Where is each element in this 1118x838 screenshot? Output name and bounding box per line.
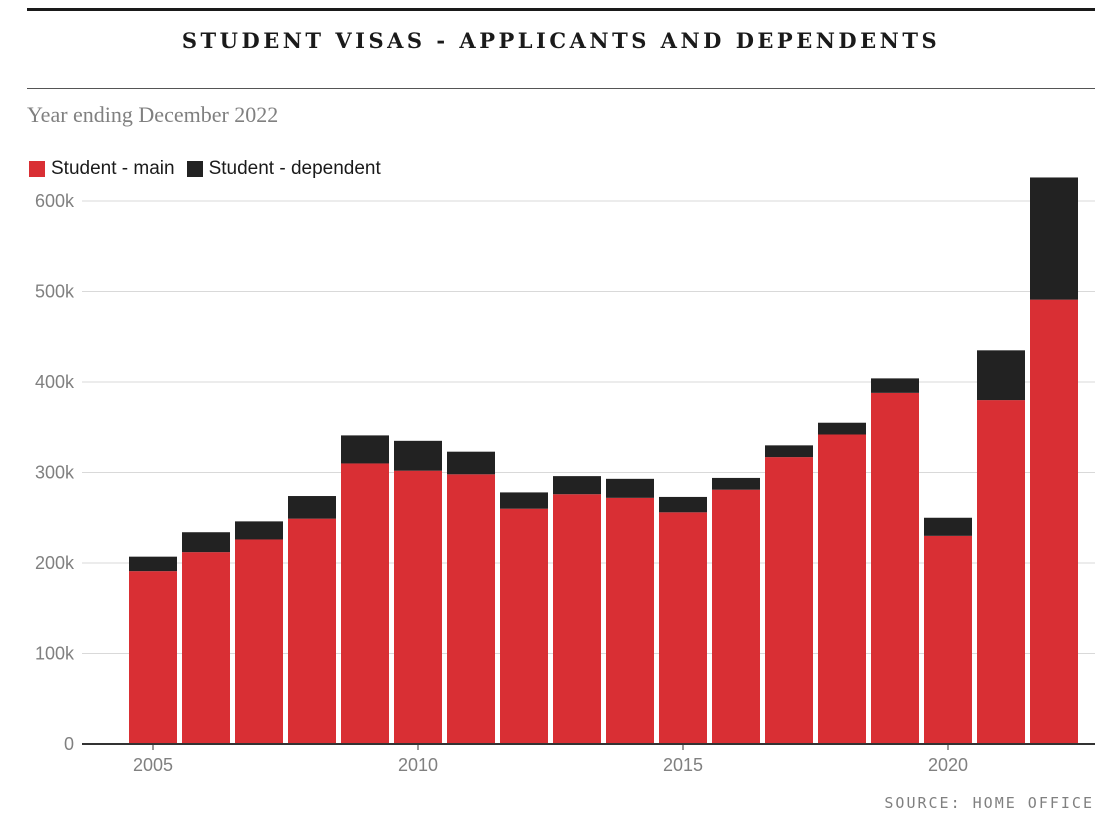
legend-label-main: Student - main: [51, 158, 175, 179]
bar-student-main: [235, 539, 283, 744]
chart-subtitle: Year ending December 2022: [27, 102, 279, 127]
bar-student-dependent: [977, 350, 1025, 401]
bar-student-main: [871, 392, 919, 744]
bar-student-main: [129, 571, 177, 744]
bar-student-dependent: [447, 451, 495, 475]
bar-student-dependent: [606, 478, 654, 498]
legend-swatch-main: [29, 161, 45, 177]
legend: Student - main Student - dependent: [29, 158, 393, 180]
x-tick-label: 2010: [398, 755, 438, 775]
bar-student-main: [553, 494, 601, 744]
bar-student-dependent: [341, 435, 389, 464]
bar-student-main: [341, 463, 389, 744]
bar-student-main: [606, 497, 654, 744]
y-tick-label: 300k: [35, 463, 75, 483]
bar-student-dependent: [500, 492, 548, 509]
legend-swatch-dependent: [186, 161, 203, 177]
y-tick-label: 0: [64, 734, 74, 754]
y-tick-label: 200k: [35, 553, 75, 573]
bar-student-dependent: [659, 496, 707, 513]
legend-label-dependent: Student - dependent: [208, 158, 381, 179]
bar-student-dependent: [712, 477, 760, 490]
bar-student-dependent: [871, 378, 919, 393]
bar-student-main: [659, 512, 707, 744]
bar-student-main: [712, 489, 760, 744]
bar-student-main: [765, 457, 813, 744]
y-tick-label: 600k: [35, 191, 75, 211]
bar-student-main: [447, 474, 495, 744]
bar-student-dependent: [235, 521, 283, 540]
y-tick-label: 400k: [35, 372, 75, 392]
x-tick-label: 2005: [133, 755, 173, 775]
x-tick-label: 2020: [928, 755, 968, 775]
bar-student-dependent: [129, 556, 177, 572]
top-rule: [27, 8, 1095, 11]
bar-student-dependent: [182, 532, 230, 553]
bar-student-main: [1030, 299, 1078, 744]
bar-student-main: [288, 518, 336, 744]
chart-title: STUDENT VISAS - APPLICANTS AND DEPENDENT…: [181, 28, 941, 53]
bar-student-main: [924, 535, 972, 744]
bar-student-dependent: [288, 496, 336, 519]
bar-student-main: [182, 552, 230, 744]
bar-student-dependent: [553, 476, 601, 495]
title-rule: [27, 88, 1095, 89]
bar-student-dependent: [924, 517, 972, 536]
bar-student-main: [500, 508, 548, 744]
bar-student-main: [818, 434, 866, 744]
x-tick-label: 2015: [663, 755, 703, 775]
bar-student-dependent: [818, 422, 866, 435]
bar-student-main: [394, 470, 442, 744]
legend-item-dependent: Student - dependent: [186, 158, 381, 180]
legend-item-main: Student - main: [29, 158, 175, 180]
y-tick-label: 100k: [35, 644, 75, 664]
bar-student-dependent: [765, 445, 813, 458]
bar-student-dependent: [394, 440, 442, 471]
source-note: SOURCE: HOME OFFICE: [884, 794, 1094, 812]
bar-student-dependent: [1030, 177, 1078, 300]
y-tick-label: 500k: [35, 282, 75, 302]
bar-student-main: [977, 400, 1025, 744]
